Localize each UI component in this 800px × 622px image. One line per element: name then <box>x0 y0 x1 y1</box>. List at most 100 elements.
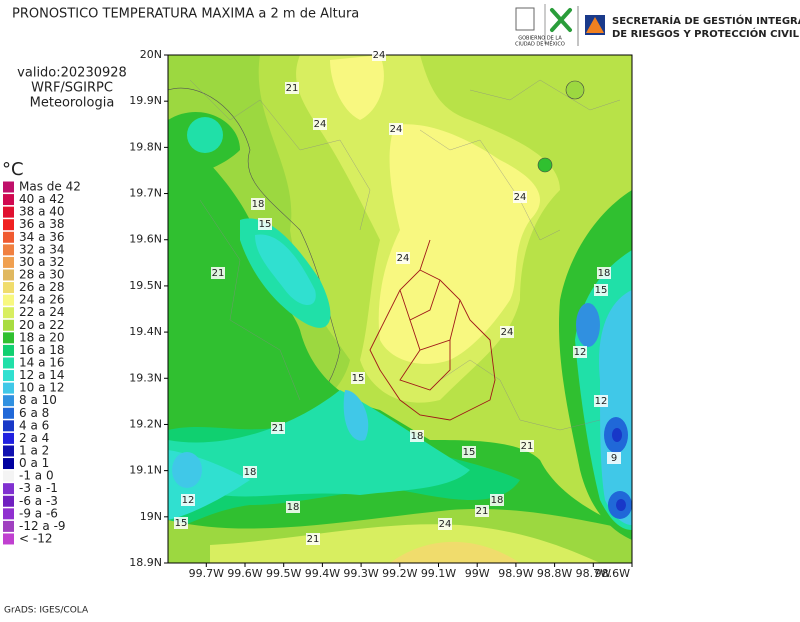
legend-label: 2 a 4 <box>19 431 49 445</box>
lon-label: 99.7W <box>189 567 224 580</box>
legend-swatch <box>3 181 14 193</box>
footer: GrADS: IGES/COLA <box>4 606 89 616</box>
contour-label: 21 <box>272 423 285 434</box>
contour-label-bg <box>573 346 587 358</box>
legend-label: 14 a 16 <box>19 355 65 369</box>
lon-label: 99.5W <box>266 567 301 580</box>
lat-label: 19.7N <box>129 187 162 200</box>
legend-label: 6 a 8 <box>19 406 49 420</box>
logo-sgirpc: SECRETARÍA DE GESTIÓN INTEGRAL DE RIESGO… <box>585 14 800 40</box>
contour-label: 18 <box>252 199 265 210</box>
contour-label-bg <box>286 501 300 513</box>
contour-label: 24 <box>390 124 403 135</box>
legend-label: 1 a 2 <box>19 443 49 457</box>
legend-swatch <box>3 533 14 545</box>
lon-label: 99.3W <box>343 567 378 580</box>
legend-label: 16 a 18 <box>19 343 65 357</box>
legend-swatch <box>3 294 14 306</box>
contour-label-bg <box>520 440 534 452</box>
contour-label: 15 <box>259 219 272 230</box>
legend-label: 38 a 40 <box>19 205 65 219</box>
lat-label: 19.4N <box>129 325 162 338</box>
legend-label: < -12 <box>19 531 52 545</box>
legend-label: 30 a 32 <box>19 255 65 269</box>
lat-label: 19.9N <box>129 94 162 107</box>
contour-label-bg <box>513 191 527 203</box>
legend-swatch <box>3 470 14 482</box>
legend-label: -9 a -6 <box>19 506 58 520</box>
info-date: valido:20230928 <box>17 66 127 81</box>
contour-label-bg <box>174 517 188 529</box>
legend-swatch <box>3 332 14 344</box>
contour-label: 12 <box>595 396 608 407</box>
legend-swatch <box>3 206 14 218</box>
lon-label: 99.6W <box>227 567 262 580</box>
lat-label: 19.1N <box>129 464 162 477</box>
legend-label: 12 a 14 <box>19 368 65 382</box>
contour-label-bg <box>258 218 272 230</box>
logo-text: DE RIESGOS Y PROTECCIÓN CIVIL <box>612 27 800 40</box>
contour-label: 24 <box>514 192 527 203</box>
legend-swatch <box>3 432 14 444</box>
legend-swatch <box>3 483 14 495</box>
contour-label-bg <box>500 326 514 338</box>
legend-label: Mas de 42 <box>19 180 81 194</box>
contour-label: 18 <box>598 268 611 279</box>
contour-label-bg <box>251 198 265 210</box>
contour-label: 24 <box>397 253 410 264</box>
contour-label: 18 <box>491 495 504 506</box>
lat-label: 20N <box>140 48 162 61</box>
legend-label: 36 a 38 <box>19 217 65 231</box>
logo-cdmx: GOBIERNO DE LA CIUDAD DE MÉXICO <box>515 4 572 48</box>
contour-label-bg <box>597 267 611 279</box>
legend-swatch <box>3 407 14 419</box>
contour-label: 24 <box>501 327 514 338</box>
legend-swatch <box>3 370 14 382</box>
lon-label: 98.7W <box>576 567 611 580</box>
lat-label: 19N <box>140 510 162 523</box>
legend-swatch <box>3 231 14 243</box>
legend-unit: °C <box>2 159 24 180</box>
contour-label-bg <box>462 446 476 458</box>
contour-label-bg <box>438 518 452 530</box>
legend-label: -1 a 0 <box>19 469 54 483</box>
legend-label: 0 a 1 <box>19 456 49 470</box>
logo-text: CIUDAD DE MÉXICO <box>515 40 565 48</box>
lon-label: 99.1W <box>421 567 456 580</box>
lat-label: 19.5N <box>129 279 162 292</box>
lon-label: 98.9W <box>498 567 533 580</box>
contour-label: 24 <box>373 50 386 61</box>
lon-label: 99.4W <box>305 567 340 580</box>
legend-label: 28 a 30 <box>19 267 65 281</box>
logo-text: GOBIERNO DE LA <box>518 36 562 42</box>
contour-label: 15 <box>352 373 365 384</box>
legend-swatch <box>3 307 14 319</box>
contour-label-bg <box>475 505 489 517</box>
legend-swatch <box>3 458 14 470</box>
legend-label: 24 a 26 <box>19 293 65 307</box>
contour-label-bg <box>490 494 504 506</box>
legend-swatch <box>3 495 14 507</box>
legend-swatch <box>3 445 14 457</box>
legend-label: 8 a 10 <box>19 393 57 407</box>
contour-label: 9 <box>611 453 617 464</box>
contour-label-bg <box>285 82 299 94</box>
contour-label: 15 <box>595 285 608 296</box>
contour-label-bg <box>271 422 285 434</box>
legend-swatch <box>3 219 14 231</box>
contour-label-bg <box>313 118 327 130</box>
contour-label: 21 <box>307 534 320 545</box>
contour-label: 18 <box>287 502 300 513</box>
contour-label: 18 <box>244 467 257 478</box>
legend-swatch <box>3 344 14 356</box>
contour-label-bg <box>389 123 403 135</box>
lat-label: 19.6N <box>129 233 162 246</box>
contour-label: 21 <box>476 506 489 517</box>
legend-swatch <box>3 244 14 256</box>
legend-label: 18 a 20 <box>19 330 65 344</box>
info-dept: Meteorologia <box>30 96 115 111</box>
legend-swatch <box>3 508 14 520</box>
title: PRONOSTICO TEMPERATURA MAXIMA a 2 m de A… <box>12 7 359 22</box>
